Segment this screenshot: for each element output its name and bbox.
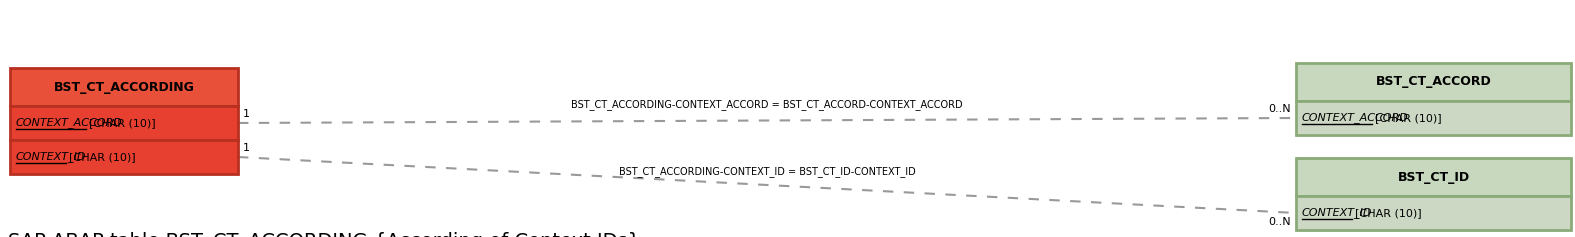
Text: 0..N: 0..N [1268, 104, 1291, 114]
Bar [1296, 158, 1570, 196]
Text: 1: 1 [243, 109, 250, 119]
Text: BST_CT_ID: BST_CT_ID [1397, 170, 1469, 183]
Text: [CHAR (10)]: [CHAR (10)] [90, 118, 156, 128]
Text: BST_CT_ACCORDING-CONTEXT_ACCORD = BST_CT_ACCORD-CONTEXT_ACCORD: BST_CT_ACCORDING-CONTEXT_ACCORD = BST_CT… [572, 99, 962, 110]
Text: BST_CT_ACCORDING: BST_CT_ACCORDING [54, 81, 194, 94]
Text: BST_CT_ACCORDING-CONTEXT_ID = BST_CT_ID-CONTEXT_ID: BST_CT_ACCORDING-CONTEXT_ID = BST_CT_ID-… [619, 166, 915, 177]
Text: BST_CT_ACCORD: BST_CT_ACCORD [1375, 76, 1492, 88]
Text: CONTEXT_ID: CONTEXT_ID [16, 151, 87, 162]
Bar [9, 68, 238, 106]
Text: [CHAR (10)]: [CHAR (10)] [1354, 208, 1422, 218]
Text: [CHAR (10)]: [CHAR (10)] [69, 152, 135, 162]
Text: CONTEXT_ID: CONTEXT_ID [1303, 208, 1372, 219]
Bar [9, 140, 238, 174]
Text: 1: 1 [243, 143, 250, 153]
Bar [1296, 63, 1570, 101]
Text: CONTEXT_ACCORD: CONTEXT_ACCORD [1303, 113, 1410, 123]
Text: [CHAR (10)]: [CHAR (10)] [1375, 113, 1441, 123]
Bar [1296, 101, 1570, 135]
Bar [1296, 196, 1570, 230]
Bar [9, 106, 238, 140]
Text: 0..N: 0..N [1268, 217, 1291, 227]
Text: SAP ABAP table BST_CT_ACCORDING {According of Context IDs}: SAP ABAP table BST_CT_ACCORDING {Accordi… [8, 232, 639, 237]
Text: CONTEXT_ACCORD: CONTEXT_ACCORD [16, 118, 123, 128]
